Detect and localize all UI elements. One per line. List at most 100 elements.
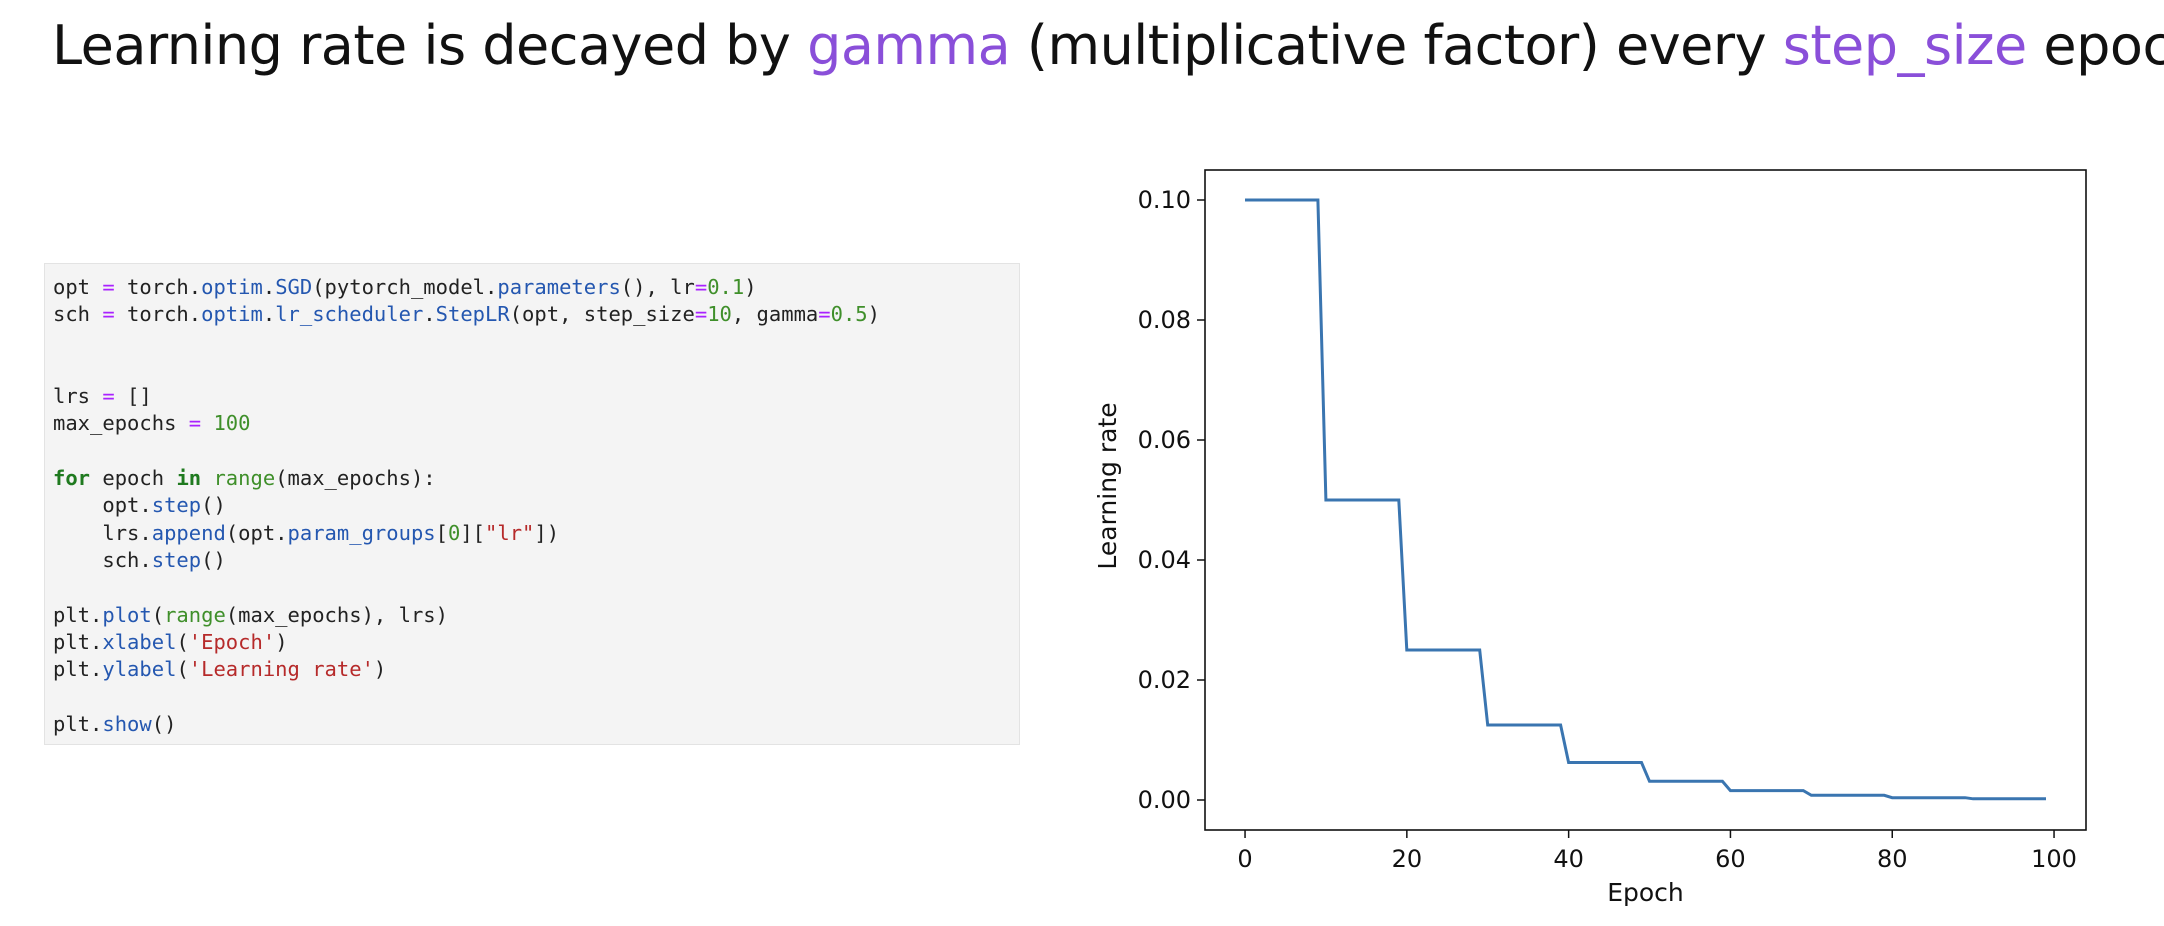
code-line: lrs.append(opt.param_groups[0]["lr"]) (53, 521, 559, 545)
code-token: . (262, 275, 276, 299)
code-line: plt.show() (53, 712, 176, 736)
code-token: StepLR (435, 302, 510, 327)
y-tick-label: 0.10 (1138, 186, 1191, 214)
code-token: = (694, 275, 708, 299)
code-token: lr_scheduler (275, 302, 424, 327)
code-token: () (201, 493, 226, 518)
x-tick-label: 60 (1715, 845, 1746, 873)
slide-title: Learning rate is decayed by gamma (multi… (52, 14, 2164, 77)
title-text-3: epochs (2043, 14, 2164, 77)
code-token: epoch (90, 466, 177, 491)
code-line: plt.ylabel('Learning rate') (53, 657, 386, 681)
code-token: sch. (53, 547, 152, 572)
code-token: = (102, 384, 115, 409)
code-token: plt. (53, 711, 103, 736)
code-token: sch (53, 302, 103, 327)
code-token: range (164, 602, 226, 627)
code-line: opt.step() (53, 493, 226, 518)
code-token: parameters (497, 275, 621, 299)
title-text-1: Learning rate is decayed by (52, 14, 808, 77)
code-token: step (151, 547, 202, 572)
code-token: optim (201, 302, 263, 327)
y-tick-label: 0.04 (1138, 546, 1191, 574)
x-tick-label: 100 (2031, 845, 2077, 873)
y-tick-label: 0.08 (1138, 306, 1191, 334)
learning-rate-chart: 0 20 40 60 80 100 0.00 0.02 0.04 0.06 0.08 0.10 Epoc… (1093, 169, 2087, 907)
code-token: "lr" (485, 520, 535, 545)
x-tick-label: 0 (1237, 845, 1252, 873)
code-line: opt = torch.optim.SGD(pytorch_model.para… (53, 275, 757, 299)
title-keyword-gamma: gamma (807, 14, 1011, 77)
code-token: = (102, 275, 115, 299)
code-token: plt. (53, 629, 103, 654)
code-token: for (53, 466, 91, 491)
x-tick-label: 20 (1392, 845, 1423, 873)
code-token: () (201, 547, 226, 572)
code-token: = (818, 302, 831, 327)
code-line: max_epochs = 100 (53, 411, 250, 435)
code-token: 0.5 (830, 302, 868, 327)
code-token: [] (114, 384, 152, 409)
y-tick-label: 0.02 (1138, 666, 1191, 694)
code-line: sch.step() (53, 547, 226, 572)
code-token: () (151, 711, 177, 736)
code-token (201, 411, 213, 435)
x-tick-label: 40 (1553, 845, 1584, 873)
y-tick-label: 0.00 (1138, 786, 1191, 814)
code-token: plt. (53, 657, 103, 682)
series-line-0 (1245, 198, 2046, 801)
code-token: torch. (114, 275, 202, 299)
code-cell: opt = torch.optim.SGD(pytorch_model.para… (44, 263, 1020, 745)
x-axis-label: Epoch (1607, 878, 1684, 907)
code-token: SGD (275, 275, 313, 299)
code-token: (), lr (620, 275, 695, 299)
code-line: plt.plot(range(max_epochs), lrs) (53, 603, 448, 627)
plot-frame (1204, 169, 2087, 831)
code-token: ) (744, 275, 757, 299)
code-token: 'Epoch' (188, 629, 276, 654)
code-token: opt. (53, 493, 152, 518)
code-token: = (188, 411, 202, 436)
code-token: param_groups (287, 520, 436, 545)
code-token: 'Learning rate' (188, 657, 374, 682)
code-token: ][ (460, 520, 486, 545)
code-token: range (213, 466, 276, 491)
y-axis-label: Learning rate (1093, 402, 1122, 569)
code-token: (opt. (225, 520, 288, 545)
y-tick-label: 0.06 (1138, 426, 1191, 454)
code-token: ]) (534, 520, 560, 545)
code-token: ) (373, 657, 387, 682)
x-tick-label: 80 (1877, 845, 1908, 873)
code-block: opt = torch.optim.SGD(pytorch_model.para… (53, 274, 1019, 738)
code-token: show (102, 711, 152, 736)
code-token: 10 (707, 302, 732, 327)
code-token: [ (435, 520, 448, 545)
code-token: ( (151, 602, 165, 627)
code-token: append (151, 520, 226, 545)
code-token: max_epochs (53, 411, 189, 436)
code-token: lrs. (53, 520, 152, 545)
code-token: (max_epochs): (275, 466, 436, 491)
code-token: (opt, step_size (509, 302, 695, 327)
code-token: 100 (213, 411, 251, 436)
code-token: ) (867, 302, 880, 327)
code-token: ylabel (102, 657, 177, 682)
code-token: torch. (114, 302, 202, 327)
code-token: xlabel (102, 629, 177, 654)
code-line: plt.xlabel('Epoch') (53, 630, 288, 654)
code-token: ) (275, 629, 288, 654)
code-token: opt (53, 275, 103, 299)
code-line: sch = torch.optim.lr_scheduler.StepLR(op… (53, 302, 880, 326)
code-token: . (423, 302, 436, 327)
code-token: ( (176, 629, 189, 654)
code-token: in (176, 466, 202, 491)
code-token (201, 466, 213, 490)
code-token: step (151, 493, 202, 518)
code-line: for epoch in range(max_epochs): (53, 466, 436, 490)
code-token: (pytorch_model. (312, 275, 498, 299)
title-keyword-step-size: step_size (1782, 14, 2028, 77)
code-token: 0 (447, 520, 461, 545)
code-token: (max_epochs), lrs) (225, 602, 448, 627)
code-line: lrs = [] (53, 384, 152, 408)
code-token: optim (201, 275, 263, 299)
